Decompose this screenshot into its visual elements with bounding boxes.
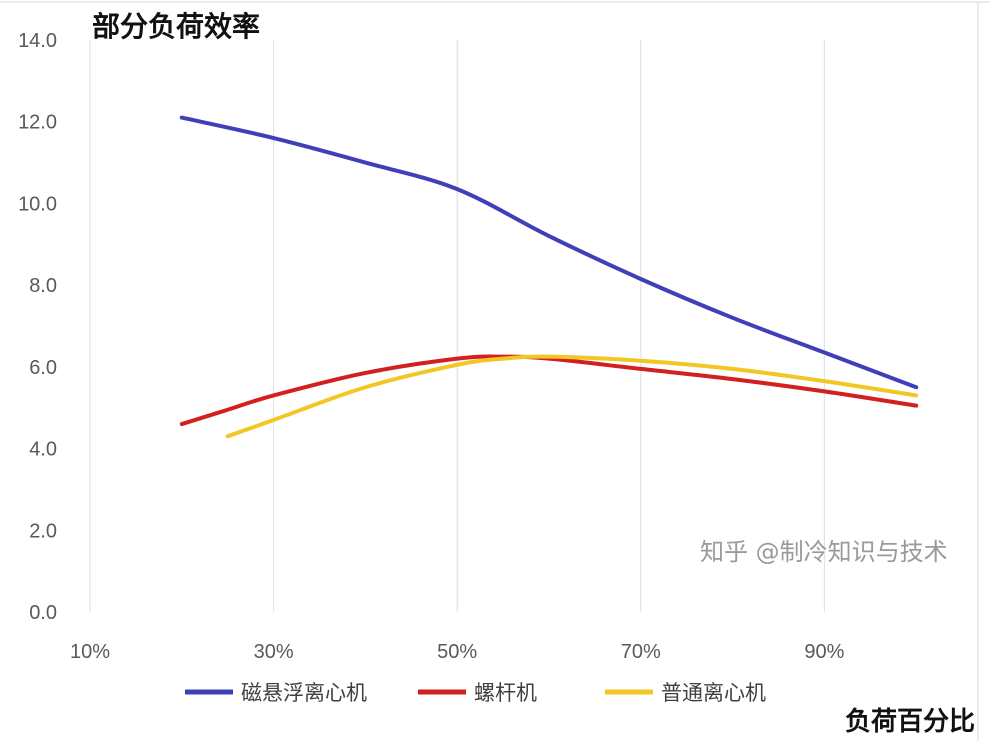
- y-tick-label: 10.0: [18, 193, 57, 215]
- chart-title: 部分负荷效率: [92, 10, 260, 43]
- series-line-2: [225, 354, 919, 439]
- series-line-0: [179, 115, 919, 390]
- x-tick-label: 70%: [621, 641, 661, 663]
- x-tick-label: 10%: [70, 641, 110, 663]
- legend-label-0: 磁悬浮离心机: [241, 681, 367, 705]
- x-tick-label: 30%: [254, 641, 294, 663]
- y-tick-label: 14.0: [18, 30, 57, 52]
- y-tick-label: 2.0: [29, 520, 57, 542]
- y-tick-label: 8.0: [29, 275, 57, 297]
- watermark: 知乎 @制冷知识与技术: [700, 538, 948, 566]
- x-axis-label: 负荷百分比: [845, 707, 975, 737]
- y-tick-label: 6.0: [29, 357, 57, 379]
- legend-label-2: 普通离心机: [661, 681, 766, 705]
- legend-label-1: 螺杆机: [474, 681, 537, 705]
- y-tick-label: 12.0: [18, 112, 57, 134]
- x-tick-label: 90%: [804, 641, 844, 663]
- y-tick-label: 4.0: [29, 439, 57, 461]
- y-tick-label: 0.0: [29, 602, 57, 624]
- x-tick-label: 50%: [437, 641, 477, 663]
